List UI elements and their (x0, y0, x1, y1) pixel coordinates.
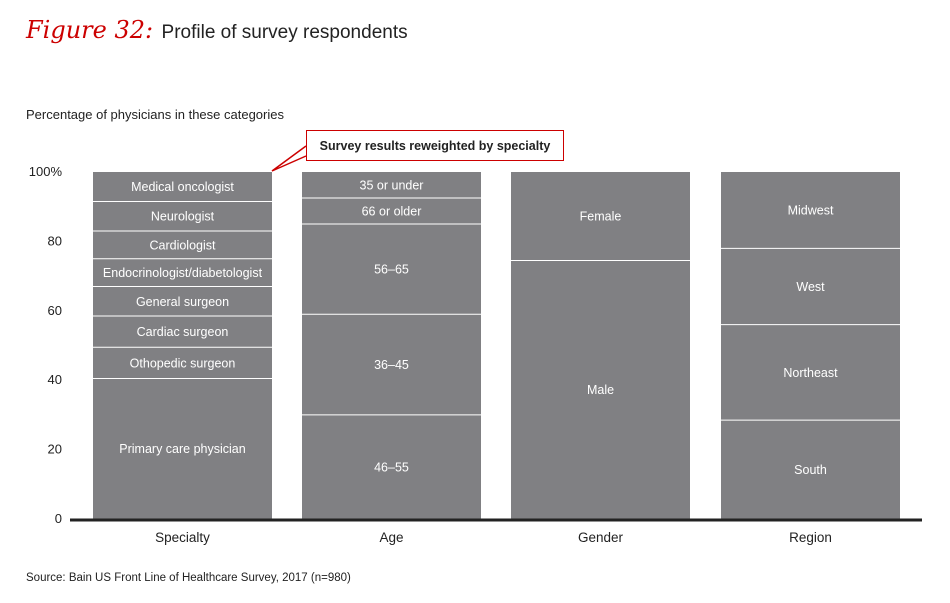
bar-segment-cardiac-surgeon (93, 316, 272, 348)
bar-segment-othopedic-surgeon (93, 347, 272, 379)
bar-segment-south (721, 420, 900, 519)
segment-label: Primary care physician (119, 442, 245, 456)
y-tick-label: 0 (55, 511, 62, 526)
segment-label: Cardiologist (149, 238, 216, 252)
bar-segment-66-or-older (302, 198, 481, 225)
segment-label: 46–55 (374, 460, 409, 474)
figure-title: Figure 32: Profile of survey respondents (26, 16, 408, 44)
bar-segment-male (511, 260, 690, 519)
bar-segment-35-or-under (302, 172, 481, 199)
bar-segment-36-45 (302, 314, 481, 415)
chart-subtitle: Percentage of physicians in these catego… (26, 107, 284, 122)
segment-label: 36–45 (374, 358, 409, 372)
segment-label: Northeast (783, 366, 838, 380)
x-category-label: Specialty (155, 530, 210, 545)
source-note: Source: Bain US Front Line of Healthcare… (26, 572, 351, 584)
bar-segment-56-65 (302, 224, 481, 315)
bar-segment-neurologist (93, 201, 272, 231)
segment-label: Othopedic surgeon (130, 356, 236, 370)
bar-segment-female (511, 172, 690, 261)
bar-segment-west (721, 248, 900, 325)
segment-label: Male (587, 383, 614, 397)
y-tick-label: 60 (48, 303, 62, 318)
bar-segment-medical-oncologist (93, 172, 272, 202)
x-category-label: Gender (578, 530, 624, 545)
x-category-label: Region (789, 530, 832, 545)
figure-label: Figure 32: (26, 16, 154, 44)
bar-segment-primary-care-physician (93, 378, 272, 519)
callout-pointer (271, 145, 307, 172)
y-tick-label: 100% (29, 164, 63, 179)
segment-label: 35 or under (360, 179, 424, 193)
segment-label: West (796, 280, 825, 294)
segment-label: Endocrinologist/diabetologist (103, 266, 263, 280)
segment-label: Medical oncologist (131, 180, 234, 194)
segment-label: South (794, 463, 827, 477)
segment-label: 56–65 (374, 263, 409, 277)
y-tick-label: 20 (48, 442, 62, 457)
bar-segment-midwest (721, 172, 900, 249)
segment-label: Midwest (788, 204, 834, 218)
figure-title-text: Profile of survey respondents (161, 22, 408, 43)
segment-label: Female (580, 210, 622, 224)
y-tick-label: 80 (48, 233, 62, 248)
bar-segment-general-surgeon (93, 286, 272, 317)
bar-segment-46-55 (302, 414, 481, 519)
bar-segment-northeast (721, 324, 900, 421)
x-category-label: Age (379, 530, 403, 545)
y-tick-label: 40 (48, 372, 62, 387)
bar-segment-cardiologist (93, 230, 272, 259)
segment-label: 66 or older (362, 205, 422, 219)
segment-label: General surgeon (136, 295, 229, 309)
bar-segment-endocrinologist-diabetologist (93, 258, 272, 287)
segment-label: Cardiac surgeon (137, 325, 229, 339)
callout-box: Survey results reweighted by specialty (306, 130, 564, 161)
segment-label: Neurologist (151, 210, 215, 224)
